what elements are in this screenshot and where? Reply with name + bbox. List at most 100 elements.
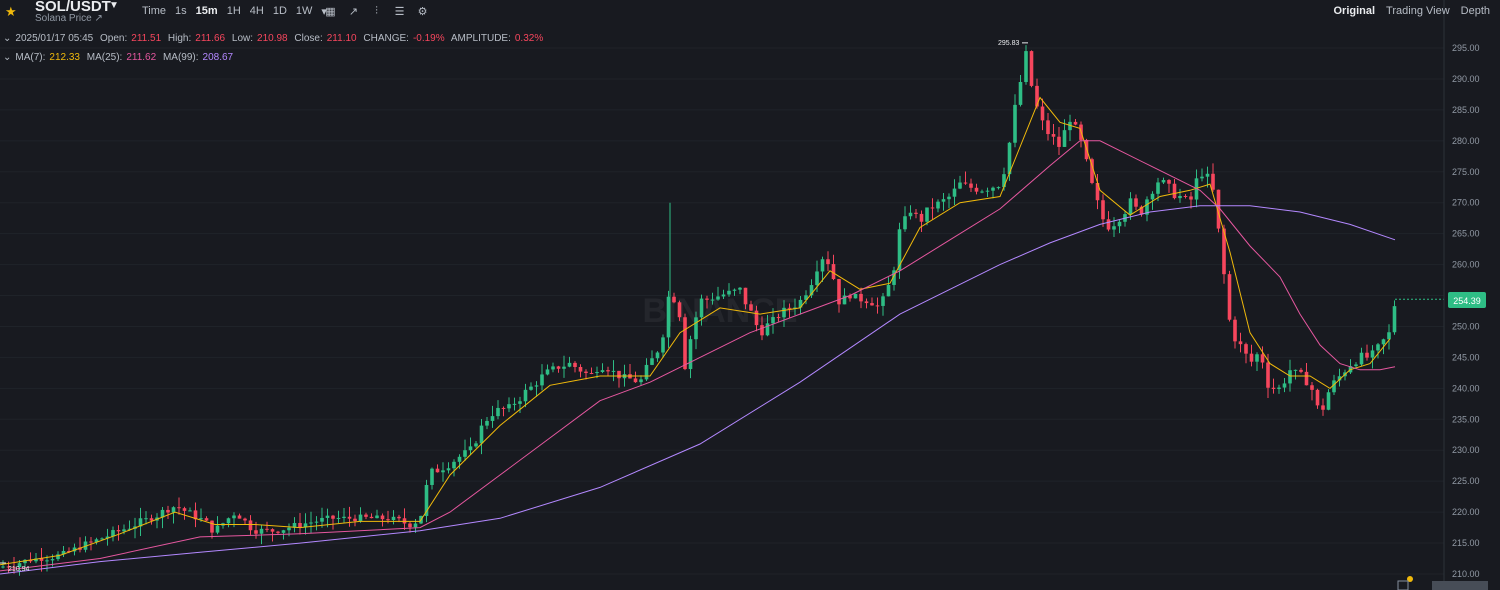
candle-body [1392, 306, 1397, 333]
candle-body [149, 518, 154, 521]
calendar-icon[interactable]: ▦ [325, 6, 336, 18]
candle-body [1101, 200, 1105, 220]
tab-original[interactable]: Original [1333, 5, 1376, 17]
candle-body [1337, 376, 1342, 381]
caret-down-icon[interactable]: ▼ [109, 0, 119, 11]
high-value: 211.66 [195, 33, 226, 44]
draw-icon[interactable]: ↗ [348, 6, 359, 18]
candle-body [1018, 82, 1023, 105]
candle-body [1249, 353, 1254, 362]
settings-icon[interactable]: ⚙ [417, 6, 428, 18]
candle-body [864, 301, 869, 304]
candle-body [1167, 180, 1171, 184]
interval-time[interactable]: Time [142, 5, 167, 17]
candle-body [683, 317, 687, 370]
candle-body [1161, 180, 1166, 183]
candle-body [369, 516, 374, 519]
calendar-event-icon[interactable] [1397, 580, 1409, 590]
tab-depth[interactable]: Depth [1460, 5, 1490, 17]
interval-1d[interactable]: 1D [272, 5, 287, 17]
ma-line-ma7 [0, 96, 1391, 566]
candle-body [820, 259, 825, 272]
candle-body [776, 317, 781, 319]
candle-body [672, 296, 676, 303]
symbol-title[interactable]: SOL/USDT [35, 0, 111, 15]
candle-body [859, 293, 863, 302]
price-tick-label: 275.00 [1452, 167, 1480, 177]
candle-body [1051, 134, 1056, 137]
collapse-icon[interactable]: ⌄ [3, 33, 12, 44]
candle-body [644, 364, 649, 380]
candle-body [1293, 369, 1298, 371]
price-tick-label: 220.00 [1452, 507, 1480, 517]
candle-body [61, 551, 66, 555]
candle-body [1134, 198, 1138, 207]
interval-1s[interactable]: 1s [175, 5, 187, 17]
candle-body [754, 310, 759, 326]
candle-body [980, 191, 984, 193]
candle-body [936, 201, 940, 209]
candle-body [6, 566, 11, 568]
candle-body [1095, 182, 1100, 201]
candle-body [94, 539, 99, 542]
candle-body [56, 554, 60, 560]
candle-body [996, 187, 1001, 189]
price-tick-label: 260.00 [1452, 260, 1480, 270]
candle-body [12, 566, 16, 568]
candle-body [958, 182, 962, 189]
candle-body [787, 307, 792, 309]
low-value: 210.98 [257, 33, 288, 44]
current-price-tag [1448, 292, 1486, 308]
candle-body [1381, 339, 1386, 345]
candle-body [523, 389, 528, 402]
price-tick-label: 215.00 [1452, 538, 1480, 548]
ohlc-info: ⌄ 2025/01/17 05:45 Open: 211.51 High: 211.6… [3, 33, 547, 44]
candle-body [1310, 385, 1314, 390]
interval-1w[interactable]: 1W [295, 5, 313, 17]
candle-body [512, 403, 517, 405]
candle-body [298, 522, 302, 528]
tab-trading-view[interactable]: Trading View [1386, 5, 1450, 17]
candle-body [578, 367, 583, 372]
candle-body [413, 523, 418, 528]
low-marker-label: 210.94 [8, 566, 30, 573]
layout-icon[interactable]: ☰ [394, 6, 405, 18]
candle-body [661, 337, 665, 353]
collapse-icon-2[interactable]: ⌄ [3, 52, 12, 63]
candle-body [1035, 85, 1039, 107]
price-axis[interactable]: 295.00 290.00 285.00 280.00 275.00 270.00 265.… [1452, 43, 1480, 579]
candle-body [952, 188, 957, 197]
change-label: CHANGE: [363, 33, 409, 44]
interval-15m[interactable]: 15m [195, 5, 218, 17]
symbol-subtitle[interactable]: Solana Price ↗ [35, 13, 103, 24]
candle-body [320, 517, 324, 522]
chart-grid [0, 47, 1444, 575]
candle-body [1057, 136, 1061, 147]
interval-1h[interactable]: 1H [226, 5, 241, 17]
candle-body [1106, 219, 1111, 230]
candle-body [633, 378, 638, 383]
indicator-icon[interactable]: ⫶ [375, 5, 378, 17]
price-tick-label: 250.00 [1452, 321, 1480, 331]
interval-more-icon[interactable]: ▾ [321, 6, 327, 18]
candle-body [930, 207, 935, 209]
candle-body [28, 559, 33, 562]
candle-body [738, 287, 742, 290]
candle-body [237, 515, 242, 519]
candle-body [617, 370, 621, 379]
candle-body [853, 293, 858, 299]
bottom-price-tag [1432, 581, 1488, 590]
candle-body [1178, 195, 1182, 199]
candle-body [72, 547, 77, 552]
candle-body [1216, 189, 1221, 229]
candle-body [23, 559, 27, 564]
candle-body [1238, 341, 1243, 345]
amplitude-value: 0.32% [514, 33, 544, 44]
candle-body [1128, 198, 1133, 215]
star-icon[interactable]: ★ [5, 4, 17, 19]
candle-body [358, 514, 363, 522]
candle-body [292, 522, 297, 528]
candle-body [199, 518, 203, 520]
interval-4h[interactable]: 4H [249, 5, 264, 17]
